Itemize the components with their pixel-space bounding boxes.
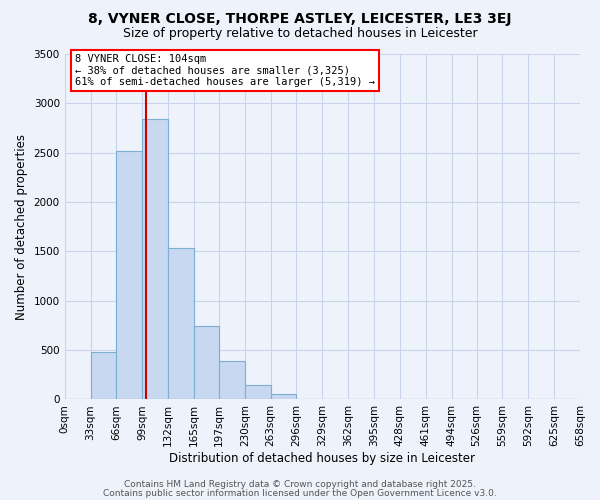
Bar	[142, 119, 168, 400]
Text: 8 VYNER CLOSE: 104sqm
← 38% of detached houses are smaller (3,325)
61% of semi-d: 8 VYNER CLOSE: 104sqm ← 38% of detached …	[75, 54, 375, 87]
Y-axis label: Number of detached properties: Number of detached properties	[15, 134, 28, 320]
Bar	[91, 352, 116, 400]
Text: Size of property relative to detached houses in Leicester: Size of property relative to detached ho…	[122, 28, 478, 40]
Bar	[245, 385, 271, 400]
X-axis label: Distribution of detached houses by size in Leicester: Distribution of detached houses by size …	[169, 452, 475, 465]
Bar	[116, 151, 142, 400]
Bar	[219, 361, 245, 400]
Text: Contains public sector information licensed under the Open Government Licence v3: Contains public sector information licen…	[103, 489, 497, 498]
Bar	[194, 326, 219, 400]
Text: 8, VYNER CLOSE, THORPE ASTLEY, LEICESTER, LE3 3EJ: 8, VYNER CLOSE, THORPE ASTLEY, LEICESTER…	[88, 12, 512, 26]
Text: Contains HM Land Registry data © Crown copyright and database right 2025.: Contains HM Land Registry data © Crown c…	[124, 480, 476, 489]
Bar	[271, 394, 296, 400]
Bar	[168, 248, 194, 400]
